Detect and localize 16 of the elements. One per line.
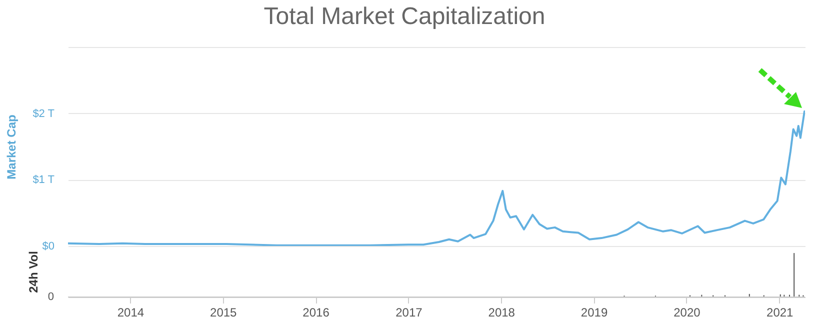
y-axis-title: 24h Vol — [26, 251, 40, 293]
x-tick-label: 2014 — [117, 306, 144, 320]
x-tick-label: 2017 — [396, 306, 423, 320]
x-tick-label: 2020 — [674, 306, 701, 320]
y-tick-label: $2 T — [32, 108, 55, 120]
x-tick-label: 2021 — [766, 306, 794, 320]
y-tick-label: $1 T — [32, 174, 55, 186]
text: 0 — [48, 291, 54, 303]
x-tick-label: 2016 — [302, 306, 330, 320]
x-tick-label: 2019 — [580, 306, 608, 320]
y-axis-title: Market Cap — [4, 114, 18, 180]
chart-title: Total Market Capitalization — [264, 3, 546, 30]
x-tick-label: 2018 — [488, 306, 516, 320]
line-series — [68, 110, 805, 246]
y-tick-label: $0 — [42, 240, 54, 252]
x-tick-label: 2015 — [210, 306, 238, 320]
